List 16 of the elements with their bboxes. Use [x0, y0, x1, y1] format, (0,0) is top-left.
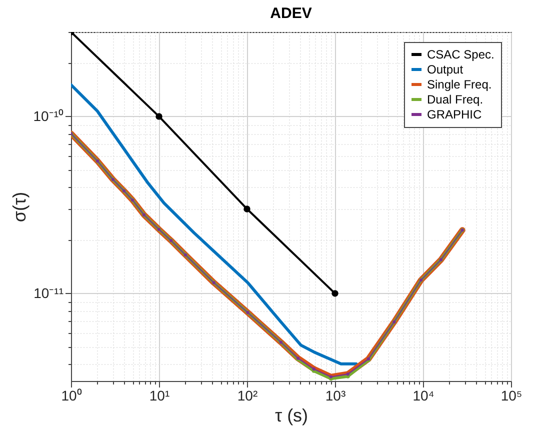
x-axis-title: τ (s) [274, 406, 308, 426]
x-tick-label: 10⁰ [61, 388, 82, 404]
legend-label: Output [427, 62, 464, 76]
y-tick-label: 10⁻¹⁰ [33, 108, 64, 124]
x-tick-label: 10⁴ [412, 388, 434, 404]
x-tick-label: 10⁵ [500, 388, 522, 404]
x-tick-label: 10¹ [149, 388, 170, 404]
legend-label: Single Freq. [427, 78, 492, 92]
x-tick-label: 10³ [325, 388, 346, 404]
y-tick-label: 10⁻¹¹ [34, 284, 64, 301]
legend-label: CSAC Spec. [427, 48, 494, 62]
x-tick-label: 10² [237, 388, 258, 404]
legend-label: Dual Freq. [427, 92, 484, 106]
legend-label: GRAPHIC [427, 108, 482, 122]
y-axis-title: σ(τ) [9, 192, 30, 222]
chart-title: ADEV [270, 5, 312, 22]
